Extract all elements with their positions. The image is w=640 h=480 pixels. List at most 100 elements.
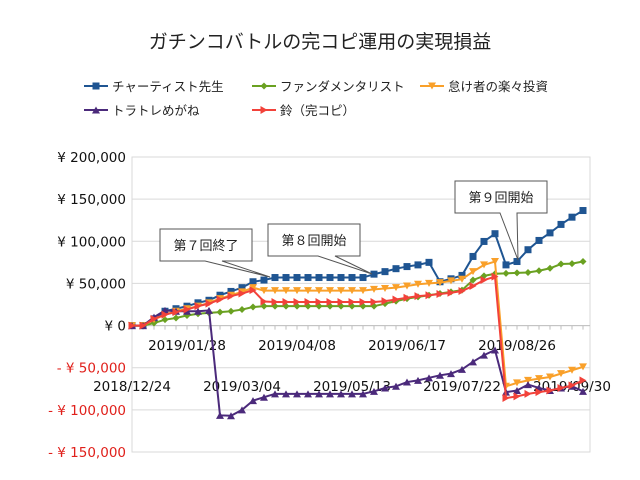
- data-point: [513, 379, 521, 387]
- data-point: [546, 264, 554, 272]
- data-point: [491, 272, 499, 281]
- data-point: [370, 285, 378, 293]
- data-point: [348, 287, 356, 295]
- legend-item: 怠け者の楽々投資: [420, 79, 548, 94]
- data-point: [425, 258, 433, 266]
- data-point: [150, 314, 158, 323]
- data-point: [227, 287, 235, 295]
- data-point: [183, 305, 191, 314]
- data-point: [348, 274, 356, 282]
- data-point: [161, 310, 169, 319]
- data-point: [557, 370, 565, 378]
- data-point: [414, 292, 422, 301]
- data-point: [513, 269, 521, 277]
- data-point: [436, 371, 444, 379]
- data-point: [172, 308, 180, 317]
- data-point: [414, 376, 422, 384]
- data-point: [546, 373, 554, 381]
- legend-item: チャーティスト先生: [84, 79, 224, 94]
- y-tick-label: - ¥ 150,000: [48, 445, 126, 461]
- data-point: [502, 394, 510, 403]
- data-point: [535, 388, 543, 397]
- series-group: [128, 207, 587, 420]
- data-point: [469, 281, 477, 290]
- data-point: [260, 393, 268, 401]
- data-point: [249, 303, 257, 311]
- callout: 第７回終了: [159, 228, 271, 278]
- data-point: [546, 229, 554, 237]
- data-point: [579, 376, 587, 385]
- data-point: [304, 274, 312, 282]
- data-point: [557, 220, 565, 228]
- data-point: [326, 274, 334, 282]
- data-point: [293, 390, 301, 398]
- callout: 第９回開始: [454, 180, 548, 261]
- data-point: [480, 261, 488, 269]
- data-point: [271, 297, 279, 306]
- data-point: [579, 387, 587, 395]
- legend-marker: [260, 106, 268, 114]
- legend-item: トラトレめがね: [84, 103, 200, 118]
- x-tick-label: 2018/12/24: [93, 379, 171, 395]
- series-3: [128, 306, 587, 420]
- data-point: [480, 351, 488, 359]
- data-point: [260, 297, 268, 306]
- data-point: [414, 261, 422, 269]
- data-point: [480, 276, 488, 285]
- data-point: [513, 258, 521, 266]
- data-point: [337, 287, 345, 295]
- data-point: [403, 378, 411, 386]
- legend-label: 鈴（完コピ）: [280, 103, 355, 118]
- x-tick-label: 2019/01/28: [148, 338, 226, 354]
- callout-text: 第７回終了: [173, 238, 238, 254]
- data-point: [315, 287, 323, 295]
- data-point: [359, 287, 367, 295]
- data-point: [381, 284, 389, 292]
- data-point: [249, 278, 257, 286]
- data-point: [557, 383, 565, 392]
- y-tick-label: - ¥ 50,000: [57, 361, 126, 377]
- data-point: [139, 321, 147, 330]
- legend-marker: [260, 82, 268, 90]
- legend-label: ファンダメンタリスト: [280, 79, 405, 94]
- data-point: [535, 267, 543, 275]
- data-point: [568, 381, 576, 390]
- data-point: [524, 389, 532, 398]
- data-point: [447, 277, 455, 285]
- data-point: [249, 397, 257, 405]
- data-point: [502, 269, 510, 277]
- data-point: [271, 274, 279, 282]
- data-point: [403, 263, 411, 271]
- data-point: [381, 297, 389, 306]
- data-point: [491, 230, 499, 238]
- callout-text: 第８回開始: [281, 234, 346, 249]
- data-point: [579, 207, 587, 215]
- chart-title: ガチンコバトルの完コピ運用の実現損益: [149, 31, 492, 53]
- data-point: [337, 390, 345, 398]
- legend-label: 怠け者の楽々投資: [448, 79, 548, 94]
- data-point: [491, 346, 499, 354]
- data-point: [480, 237, 488, 245]
- data-point: [315, 390, 323, 398]
- data-point: [227, 292, 235, 301]
- data-point: [161, 316, 169, 324]
- data-point: [579, 363, 587, 371]
- data-point: [425, 291, 433, 300]
- callout-box: [454, 180, 548, 261]
- legend-marker: [92, 82, 100, 90]
- data-point: [227, 307, 235, 315]
- data-point: [293, 297, 301, 306]
- data-point: [238, 284, 246, 292]
- data-point: [469, 358, 477, 366]
- data-point: [370, 270, 378, 278]
- data-point: [348, 297, 356, 306]
- data-point: [249, 284, 257, 292]
- data-point: [425, 374, 433, 382]
- data-point: [359, 390, 367, 398]
- data-point: [524, 246, 532, 254]
- data-point: [381, 384, 389, 392]
- data-point: [337, 297, 345, 306]
- data-point: [260, 276, 268, 284]
